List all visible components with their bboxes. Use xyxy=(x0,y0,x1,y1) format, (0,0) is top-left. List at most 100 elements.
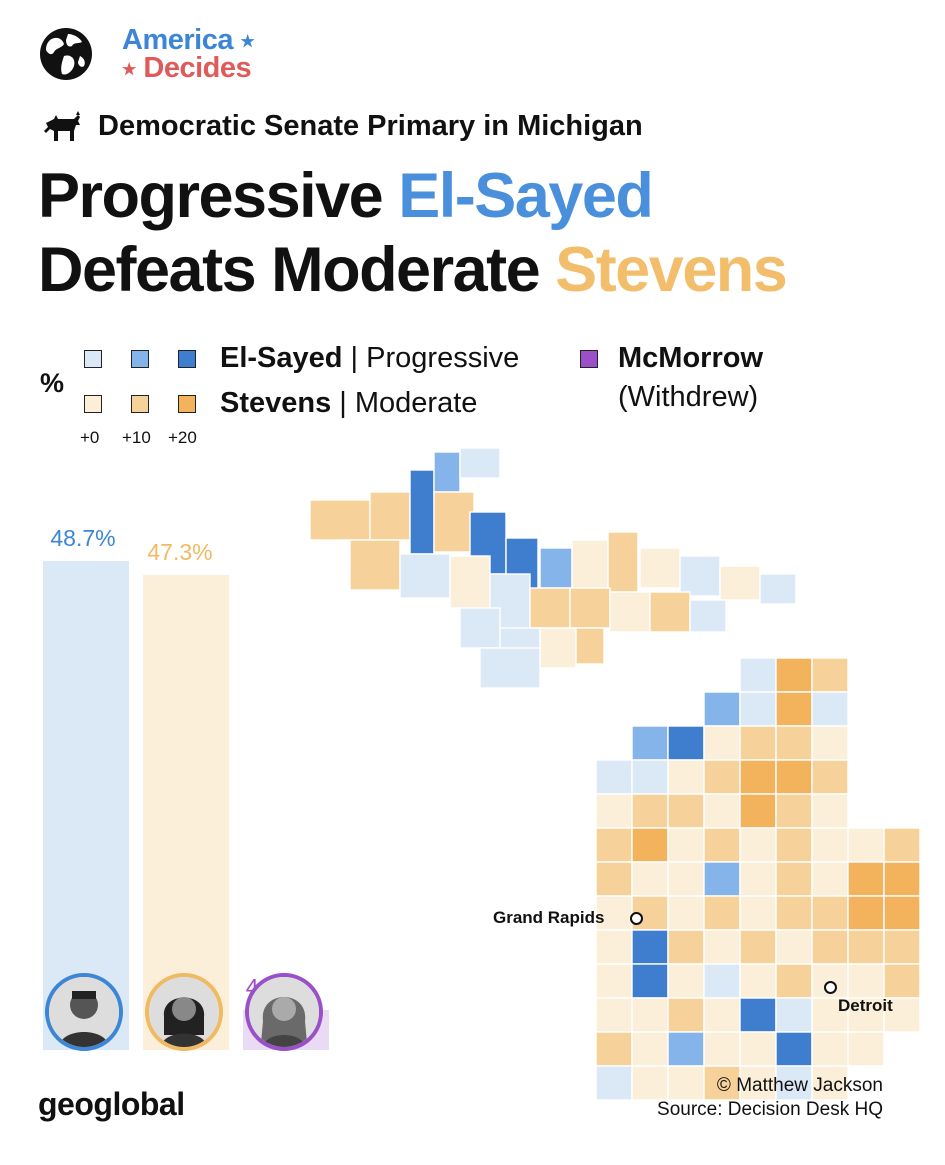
county xyxy=(631,963,669,999)
credit-source: Source: Decision Desk HQ xyxy=(657,1098,883,1120)
county xyxy=(349,539,401,591)
county xyxy=(775,895,813,931)
county xyxy=(703,997,741,1033)
county xyxy=(883,997,921,1033)
county xyxy=(595,963,633,999)
donkey-icon xyxy=(44,110,80,141)
county xyxy=(703,929,741,965)
legend-el-sayed: El-Sayed | Progressive xyxy=(220,342,520,374)
county xyxy=(811,1065,849,1101)
county xyxy=(607,531,639,593)
county xyxy=(883,895,921,931)
county xyxy=(739,861,777,897)
avatar-stevens xyxy=(145,973,223,1051)
county xyxy=(775,929,813,965)
geoglobal-logo: geoglobal xyxy=(38,1086,185,1122)
county xyxy=(847,963,885,999)
legend-mcmorrow: McMorrow xyxy=(618,342,763,374)
subtitle-row: Democratic Senate Primary in Michigan xyxy=(40,110,643,143)
legend-swatch-el-sayed-0 xyxy=(84,350,102,368)
legend-swatch-stevens-0 xyxy=(84,395,102,413)
county xyxy=(883,861,921,897)
county xyxy=(575,627,605,665)
headline-line-1: Progressive El-Sayed xyxy=(38,161,654,231)
county xyxy=(811,725,849,761)
county xyxy=(719,565,761,601)
legend-swatch-stevens-10 xyxy=(131,395,149,413)
county xyxy=(703,1031,741,1067)
county xyxy=(667,929,705,965)
county xyxy=(479,647,541,689)
bar-el-sayed xyxy=(43,560,129,1050)
county xyxy=(847,1031,885,1067)
bar-label-el-sayed: 48.7% xyxy=(50,524,116,551)
legend-stevens: Stevens | Moderate xyxy=(220,387,478,419)
county xyxy=(631,997,669,1033)
county xyxy=(775,963,813,999)
county xyxy=(811,691,849,727)
county xyxy=(739,691,777,727)
county xyxy=(775,759,813,795)
star-icon: ★ xyxy=(240,33,255,51)
county xyxy=(595,895,633,931)
county xyxy=(571,539,609,591)
county xyxy=(595,929,633,965)
county xyxy=(847,861,885,897)
county xyxy=(847,929,885,965)
county xyxy=(811,759,849,795)
legend-mcmorrow-status: (Withdrew) xyxy=(618,381,759,413)
city-marker-detroit xyxy=(824,981,837,994)
county xyxy=(595,1031,633,1067)
county xyxy=(433,451,461,493)
county xyxy=(703,827,741,863)
legend-swatch-el-sayed-10 xyxy=(131,350,149,368)
county xyxy=(775,997,813,1033)
legend-swatch-el-sayed-20 xyxy=(178,350,196,368)
county xyxy=(811,827,849,863)
county xyxy=(667,861,705,897)
county xyxy=(631,929,669,965)
county xyxy=(595,793,633,829)
county xyxy=(689,599,727,633)
county xyxy=(703,861,741,897)
county xyxy=(703,1065,741,1101)
county xyxy=(595,1065,633,1101)
county xyxy=(703,759,741,795)
star-icon: ★ xyxy=(122,61,136,79)
county xyxy=(847,997,885,1033)
county xyxy=(595,997,633,1033)
county xyxy=(739,759,777,795)
county xyxy=(703,963,741,999)
brand-line-decides: ★ Decides xyxy=(122,52,252,84)
headline-stevens: Stevens xyxy=(555,235,788,305)
county xyxy=(631,1031,669,1067)
county xyxy=(667,759,705,795)
county xyxy=(667,963,705,999)
county xyxy=(703,725,741,761)
county xyxy=(739,793,777,829)
county xyxy=(775,657,813,693)
county xyxy=(631,725,669,761)
county xyxy=(775,691,813,727)
county xyxy=(569,587,611,629)
county xyxy=(631,793,669,829)
city-label-grand-rapids: Grand Rapids xyxy=(493,908,605,927)
county xyxy=(739,827,777,863)
legend-tick-0: +0 xyxy=(80,428,100,447)
county xyxy=(631,759,669,795)
county xyxy=(739,895,777,931)
county xyxy=(309,499,371,541)
county xyxy=(639,547,681,589)
county xyxy=(739,963,777,999)
county xyxy=(595,759,633,795)
county xyxy=(739,1031,777,1067)
county xyxy=(449,555,491,609)
county xyxy=(847,827,885,863)
county xyxy=(811,793,849,829)
county xyxy=(883,963,921,999)
bar-stevens xyxy=(143,574,229,1050)
county xyxy=(703,793,741,829)
county xyxy=(775,827,813,863)
county xyxy=(775,793,813,829)
